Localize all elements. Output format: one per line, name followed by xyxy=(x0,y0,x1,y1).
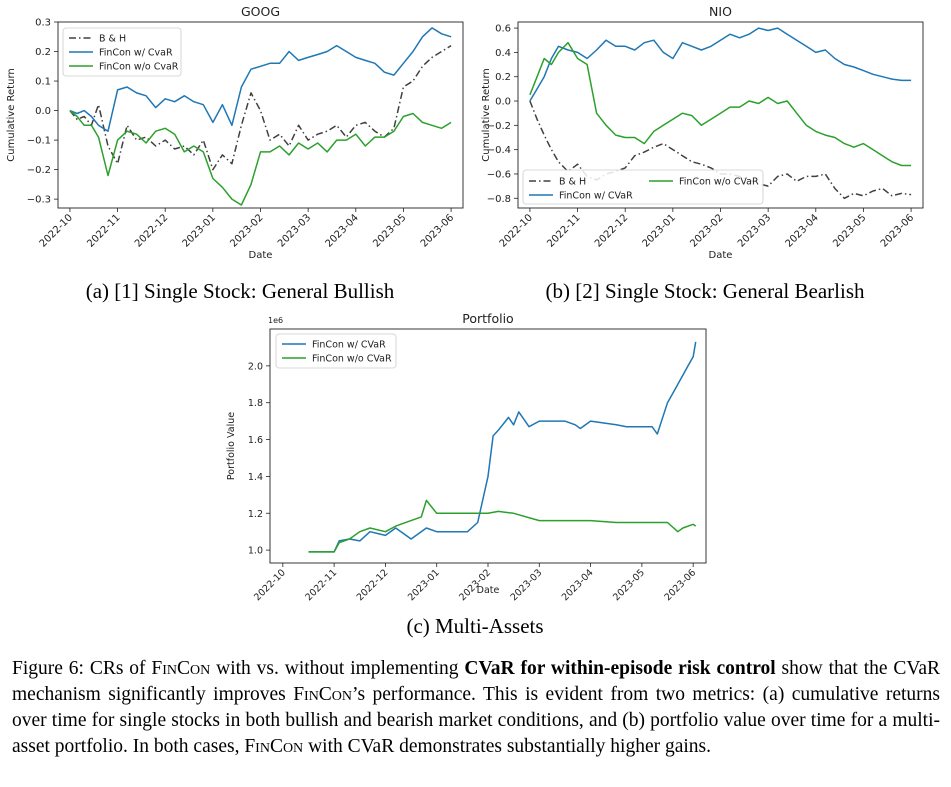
x-tick-label: 2022-12 xyxy=(355,567,391,603)
series-line-2 xyxy=(529,41,912,167)
y-tick-label: 2.0 xyxy=(248,361,263,372)
x-tick-label: 2023-05 xyxy=(371,212,408,249)
y-scale-label: 1e6 xyxy=(268,316,283,325)
subcaption-b: (b) [2] Single Stock: General Bearlish xyxy=(545,279,865,303)
x-tick-label: 2022-10 xyxy=(38,212,75,249)
y-tick-label: 0.0 xyxy=(35,106,51,117)
y-tick-label: 1.6 xyxy=(248,435,263,446)
series-line-1 xyxy=(308,499,697,553)
x-tick-label: 2023-02 xyxy=(228,212,265,249)
chart-title: Portfolio xyxy=(462,311,513,326)
x-tick-label: 2023-04 xyxy=(784,212,821,249)
y-tick-label: 1.0 xyxy=(248,546,263,557)
legend-box xyxy=(62,27,182,77)
legend: B & H FinCon w/ CVaR FinCon w/o CVaR xyxy=(522,169,764,205)
x-tick-label: 2022-11 xyxy=(545,212,582,249)
y-tick-label: −0.2 xyxy=(487,121,511,132)
x-tick-label: 2023-03 xyxy=(509,567,545,603)
x-tick-label: 2023-04 xyxy=(324,212,361,249)
y-tick-label: 0.6 xyxy=(495,24,511,35)
y-tick-label: −0.4 xyxy=(487,145,511,156)
series-line-1 xyxy=(529,27,912,102)
y-tick-label: 1.4 xyxy=(248,472,263,483)
x-tick-label: 2023-05 xyxy=(611,567,647,603)
x-tick-label: 2023-01 xyxy=(406,567,442,603)
y-tick-label: 0.1 xyxy=(35,77,51,88)
subcaption-c: (c) Multi-Assets xyxy=(406,614,544,638)
x-tick-label: 2023-06 xyxy=(879,212,916,249)
goog-chart: GOOG −0.3 −0.2 −0.1 0.0 0.1 0.2 0.3 2022-10 2022-… xyxy=(6,4,464,261)
y-tick-label: −0.6 xyxy=(487,169,511,180)
y-axis-label: Cumulative Return xyxy=(6,68,17,161)
plot-frame xyxy=(517,21,924,209)
x-tick-label: 2023-06 xyxy=(419,212,456,249)
x-tick-label: 2023-03 xyxy=(736,212,773,249)
x-tick-label: 2023-04 xyxy=(560,567,596,603)
fincon-name: FinCon xyxy=(151,658,211,679)
legend: FinCon w/ CVaR FinCon w/o CVaR xyxy=(275,333,397,369)
y-tick-label: 0.3 xyxy=(35,18,51,29)
x-tick-label: 2022-10 xyxy=(252,567,288,603)
nio-chart: NIO −0.8 −0.6 −0.4 −0.2 0.0 0.2 0.4 0.6 2022-10 20… xyxy=(481,4,924,261)
y-tick-label: −0.1 xyxy=(27,136,51,147)
x-tick-label: 2023-02 xyxy=(688,212,725,249)
x-axis-label: Date xyxy=(249,250,273,261)
x-tick-label: 2023-03 xyxy=(276,212,313,249)
plot-frame xyxy=(57,21,464,209)
subcaption-a: (a) [1] Single Stock: General Bullish xyxy=(85,279,395,303)
legend-label: FinCon w/ CVaR xyxy=(312,340,386,351)
series-line-1 xyxy=(69,27,452,132)
x-tick-label: 2022-12 xyxy=(593,212,630,249)
legend-label: FinCon w/ CVaR xyxy=(559,191,633,202)
figure-label: Figure 6: xyxy=(12,658,84,679)
portfolio-chart: Portfolio 1.0 1.2 1.4 1.6 1.8 2.0 2022-10 2022-1… xyxy=(226,311,707,603)
legend-box xyxy=(275,333,397,369)
chart-title: NIO xyxy=(709,4,732,19)
y-tick-label: 0.2 xyxy=(495,72,511,83)
legend-label: FinCon w/o CvaR xyxy=(99,62,179,73)
y-axis-label: Cumulative Return xyxy=(481,68,492,161)
legend: B & H FinCon w/ CvaR FinCon w/o CvaR xyxy=(62,27,182,77)
legend-label: B & H xyxy=(99,34,126,45)
x-tick-label: 2023-06 xyxy=(662,567,698,603)
y-tick-label: 1.2 xyxy=(248,509,263,520)
legend-label: FinCon w/ CvaR xyxy=(99,48,173,59)
x-tick-label: 2023-05 xyxy=(831,212,868,249)
y-tick-label: −0.2 xyxy=(27,165,51,176)
x-tick-label: 2022-12 xyxy=(133,212,170,249)
x-axis-label: Date xyxy=(709,250,733,261)
x-axis-label: Date xyxy=(477,585,500,596)
figure-caption: Figure 6: CRs of FinCon with vs. without… xyxy=(12,658,940,757)
x-tick-label: 2022-10 xyxy=(498,212,535,249)
y-tick-label: 0.0 xyxy=(495,97,511,108)
series-line-2 xyxy=(69,110,452,206)
chart-title: GOOG xyxy=(241,4,280,19)
x-tick-label: 2022-11 xyxy=(303,567,339,603)
y-tick-label: 1.8 xyxy=(248,398,263,409)
x-tick-label: 2023-01 xyxy=(641,212,678,249)
series-line-0 xyxy=(308,341,697,553)
x-tick-label: 2023-01 xyxy=(181,212,218,249)
x-tick-label: 2022-11 xyxy=(85,212,122,249)
y-tick-label: 0.2 xyxy=(35,47,51,58)
plot-frame xyxy=(269,328,707,564)
legend-label: FinCon w/o CVaR xyxy=(312,354,392,365)
y-tick-label: 0.4 xyxy=(495,48,511,59)
legend-box xyxy=(522,169,764,205)
y-axis-label: Portfolio Value xyxy=(226,412,237,480)
y-tick-label: −0.8 xyxy=(487,194,511,205)
legend-label: B & H xyxy=(559,177,586,188)
y-tick-label: −0.3 xyxy=(27,195,51,206)
caption-bold: CVaR for within-episode risk control xyxy=(464,658,776,679)
legend-label: FinCon w/o CVaR xyxy=(679,177,759,188)
